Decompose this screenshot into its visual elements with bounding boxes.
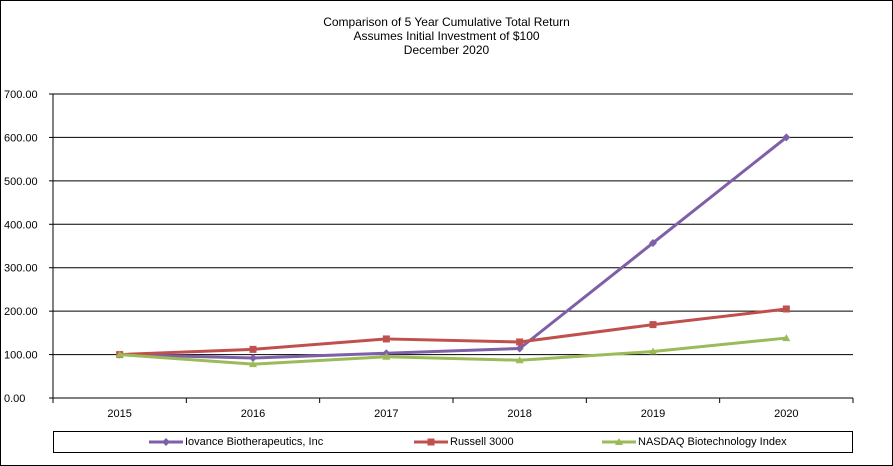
chart-title-line-1: Comparison of 5 Year Cumulative Total Re… bbox=[323, 15, 570, 29]
data-point-russell-3000 bbox=[782, 305, 790, 313]
series-line-russell-3000 bbox=[119, 307, 787, 357]
data-point-russell-3000 bbox=[516, 338, 524, 346]
data-point-nasdaq-biotechnology-index bbox=[782, 334, 791, 342]
y-tick-label: 700.00 bbox=[4, 89, 38, 101]
series-line-iovance-biotherapeutics-inc bbox=[119, 136, 788, 360]
data-point-russell-3000 bbox=[382, 335, 390, 343]
legend-swatch bbox=[149, 438, 183, 446]
data-point-nasdaq-biotechnology-index bbox=[382, 352, 391, 360]
data-point-nasdaq-biotechnology-index bbox=[649, 347, 657, 355]
data-point-iovance-biotherapeutics-inc bbox=[649, 238, 657, 247]
data-point-iovance-biotherapeutics-inc bbox=[249, 354, 257, 363]
y-tick-label: 400.00 bbox=[4, 219, 38, 231]
data-point-iovance-biotherapeutics-inc bbox=[782, 133, 791, 142]
y-tick-label: 100.00 bbox=[4, 350, 38, 362]
y-tick-label: 0.00 bbox=[4, 393, 25, 405]
legend-item-nasdaq-biotechnology-index: NASDAQ Biotechnology Index bbox=[602, 432, 787, 452]
y-tick-label: 600.00 bbox=[4, 132, 38, 144]
legend-swatch bbox=[602, 438, 636, 445]
data-point-russell-3000 bbox=[649, 321, 657, 329]
data-point-nasdaq-biotechnology-index bbox=[115, 350, 124, 358]
legend-marker bbox=[162, 438, 170, 446]
legend-marker bbox=[615, 438, 623, 445]
data-point-iovance-biotherapeutics-inc bbox=[515, 344, 524, 353]
legend-item-russell-3000: Russell 3000 bbox=[414, 432, 514, 452]
chart-legend: Iovance Biotherapeutics, Inc Russell 3000… bbox=[53, 431, 853, 453]
y-tick-label: 300.00 bbox=[4, 263, 38, 275]
y-tick-label: 200.00 bbox=[4, 306, 38, 318]
x-tick-label: 2020 bbox=[774, 408, 798, 420]
x-tick-label: 2016 bbox=[241, 408, 265, 420]
legend-item-iovance-biotherapeutics-inc: Iovance Biotherapeutics, Inc bbox=[149, 432, 323, 452]
legend-marker bbox=[427, 438, 435, 446]
chart-title-line-3: December 2020 bbox=[403, 43, 490, 57]
chart-title-line-2: Assumes Initial Investment of $100 bbox=[353, 29, 540, 43]
y-tick-label: 500.00 bbox=[4, 176, 38, 188]
data-point-russell-3000 bbox=[249, 345, 257, 353]
series-line-nasdaq-biotechnology-index bbox=[119, 336, 787, 366]
x-tick-label: 2015 bbox=[107, 408, 131, 420]
legend-label: NASDAQ Biotechnology Index bbox=[638, 436, 787, 448]
data-point-nasdaq-biotechnology-index bbox=[249, 360, 257, 368]
legend-label: Russell 3000 bbox=[450, 436, 514, 448]
data-point-nasdaq-biotechnology-index bbox=[515, 356, 524, 364]
legend-label: Iovance Biotherapeutics, Inc bbox=[185, 436, 324, 448]
x-tick-label: 2018 bbox=[507, 408, 531, 420]
x-tick-label: 2017 bbox=[374, 408, 398, 420]
x-tick-label: 2019 bbox=[641, 408, 665, 420]
legend-swatch bbox=[414, 438, 448, 446]
